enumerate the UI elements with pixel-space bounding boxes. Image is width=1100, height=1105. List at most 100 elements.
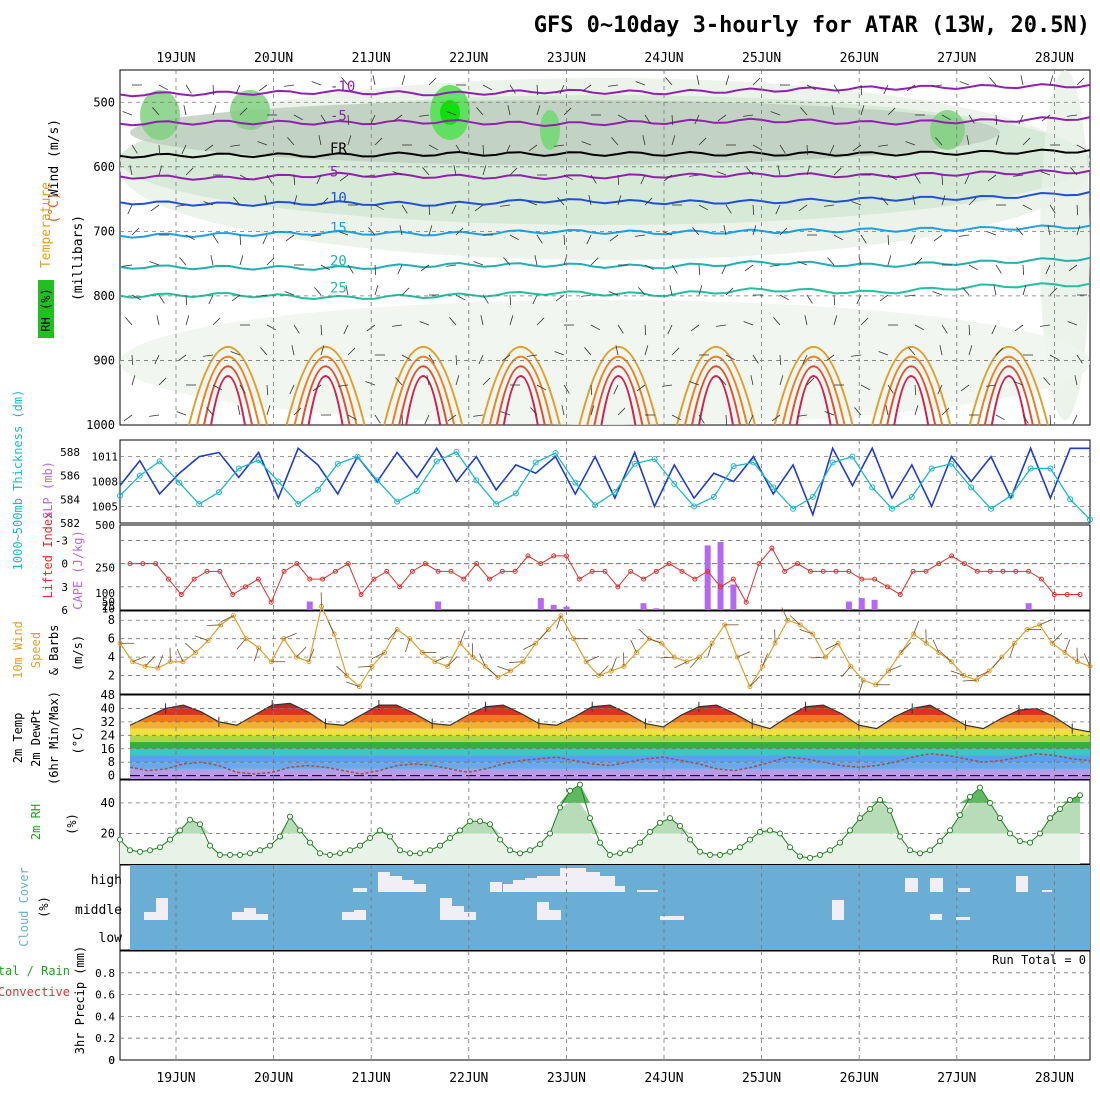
panel-frame-li bbox=[120, 525, 1090, 610]
top-date-label: 22JUN bbox=[449, 51, 488, 66]
slp-tick: 1011 bbox=[92, 451, 119, 464]
wind10-panel-labels: 10m Wind Speed & Barbs (m/s) bbox=[11, 621, 85, 679]
wind-barb bbox=[263, 235, 267, 244]
wind10-barb bbox=[284, 633, 297, 638]
cape-tick: 250 bbox=[95, 562, 115, 575]
bottom-date-label: 23JUN bbox=[547, 1071, 586, 1086]
rh2m-point bbox=[698, 849, 703, 854]
wind-barb bbox=[157, 315, 159, 325]
wind-barb bbox=[1023, 265, 1024, 275]
rh2m-point bbox=[128, 848, 133, 853]
rh2m-point bbox=[778, 831, 783, 836]
pressure-tick: 1000 bbox=[86, 418, 115, 432]
precip-total-label: Total / Rain bbox=[0, 964, 70, 978]
pressure-tick: 500 bbox=[93, 95, 115, 109]
rh-shading bbox=[930, 110, 965, 150]
rh2m-point bbox=[438, 843, 443, 848]
cloud-cover-bar bbox=[1016, 876, 1028, 892]
rh2m-point bbox=[248, 851, 253, 856]
wind-barb bbox=[177, 411, 186, 415]
rh2m-point bbox=[678, 823, 683, 828]
cloud-cover-bar bbox=[958, 888, 970, 892]
wind10-barb bbox=[296, 647, 306, 657]
cape-bar bbox=[718, 542, 724, 610]
wind-barb bbox=[238, 405, 240, 415]
top-date-label: 19JUN bbox=[156, 51, 195, 66]
cloud-cover-bar bbox=[513, 880, 525, 892]
wind-barb bbox=[402, 288, 409, 295]
rh2m-point bbox=[868, 807, 873, 812]
cloud-cover-bar bbox=[560, 868, 573, 892]
cloud-cover-bar bbox=[600, 876, 615, 892]
cloud-cover-bar bbox=[930, 914, 942, 920]
rh2m-point bbox=[608, 852, 613, 857]
run-total-label: Run Total = 0 bbox=[992, 953, 1086, 967]
top-date-label: 21JUN bbox=[352, 51, 391, 66]
cape-tick: 500 bbox=[95, 519, 115, 532]
cloud-cover-bar bbox=[490, 882, 502, 892]
rh2m-unit-label: (%) bbox=[65, 813, 79, 835]
wind-barb bbox=[699, 265, 700, 275]
li-line bbox=[130, 548, 1080, 602]
rh2m-point bbox=[278, 834, 283, 839]
cape-bar bbox=[705, 545, 711, 610]
cloud-cover-bar bbox=[452, 906, 464, 920]
rh2m-point bbox=[888, 808, 893, 813]
wind10-barb bbox=[825, 643, 838, 649]
li-tick: -3 bbox=[55, 534, 68, 547]
cloud-cover-bar bbox=[525, 878, 537, 892]
wind-barb bbox=[987, 231, 996, 235]
cloud-cover-bar bbox=[537, 876, 560, 892]
rh2m-point bbox=[448, 836, 453, 841]
cloud-cover-bar bbox=[905, 878, 918, 892]
wind10-barb bbox=[901, 642, 911, 652]
thickness-tick: 584 bbox=[60, 493, 80, 506]
wind10-barb bbox=[648, 639, 661, 644]
wind-barb bbox=[1021, 75, 1023, 85]
rh2m-point bbox=[918, 851, 923, 856]
cloud-cover-bar bbox=[503, 884, 513, 892]
bottom-date-label: 28JUN bbox=[1035, 1071, 1074, 1086]
wind10-unit-label: (m/s) bbox=[71, 635, 85, 671]
wind10-barb bbox=[185, 643, 195, 652]
wind-barb bbox=[179, 257, 186, 265]
wind-barb bbox=[1073, 415, 1077, 424]
rh2m-point bbox=[648, 829, 653, 834]
wind-barb bbox=[969, 265, 978, 270]
precip-unit-label: 3hr Precip (mm) bbox=[73, 946, 87, 1054]
rh2m-point bbox=[658, 820, 663, 825]
bottom-date-label: 22JUN bbox=[449, 1071, 488, 1086]
rh2m-point bbox=[238, 852, 243, 857]
cloud-level-label: high bbox=[91, 873, 122, 888]
rh2m-point bbox=[328, 852, 333, 857]
wind10-barb bbox=[800, 629, 813, 634]
cloud-cover-bar bbox=[930, 878, 943, 892]
wind10-barb bbox=[195, 636, 208, 641]
rh2m-point bbox=[298, 828, 303, 833]
cape-bar bbox=[641, 603, 647, 610]
rh2m-point bbox=[358, 843, 363, 848]
wind-barb bbox=[123, 111, 132, 115]
rh2m-point bbox=[338, 851, 343, 856]
cloud-panel-labels: Cloud Cover (%) bbox=[17, 867, 51, 946]
rh2m-point bbox=[838, 840, 843, 845]
li-tick: 0 bbox=[61, 558, 68, 571]
temp2m-tick: 0 bbox=[108, 769, 115, 783]
temp2m-panel-labels: 2m Temp 2m DewPt (6hr Min/Max) (°C) bbox=[11, 691, 85, 785]
wind-barb bbox=[1077, 78, 1084, 85]
rh2m-point bbox=[1058, 807, 1063, 812]
wind-barb bbox=[186, 85, 191, 93]
cloud-cover-bar bbox=[402, 880, 414, 892]
rh2m-point bbox=[708, 852, 713, 857]
wind-barb bbox=[259, 85, 267, 91]
rh2m-point bbox=[578, 782, 583, 787]
panel-frame-wind10 bbox=[120, 611, 1090, 694]
rh2m-point bbox=[318, 851, 323, 856]
cape-bar bbox=[730, 585, 736, 611]
wind-barb bbox=[314, 287, 321, 295]
wind-barb bbox=[151, 205, 159, 211]
wind10-barb bbox=[1065, 639, 1070, 652]
rh2m-point bbox=[1018, 839, 1023, 844]
